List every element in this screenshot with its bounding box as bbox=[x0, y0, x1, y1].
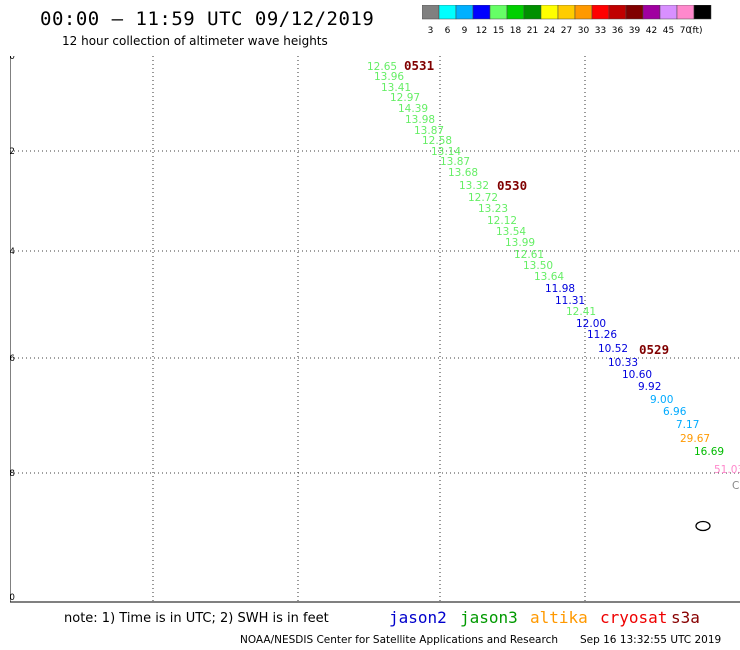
legend-swatch bbox=[523, 5, 542, 20]
legend-label: 3 bbox=[428, 26, 434, 36]
legend-unit: (ft) bbox=[689, 26, 703, 36]
legend-label: 70 bbox=[680, 26, 692, 36]
pass-time-label: 0531 bbox=[404, 58, 434, 73]
wave-height-label: C bbox=[732, 480, 739, 492]
legend-swatch bbox=[608, 5, 627, 20]
wave-height-label: 9.00 bbox=[650, 394, 673, 406]
satellite-name: altika bbox=[530, 608, 588, 627]
wave-height-label: 12.72 bbox=[468, 192, 498, 204]
legend-swatch bbox=[676, 5, 695, 20]
satellite-name: cryosat bbox=[600, 608, 668, 627]
legend-swatch bbox=[455, 5, 474, 20]
pass-time-label: 0530 bbox=[497, 178, 527, 193]
wave-height-label: 13.98 bbox=[405, 114, 435, 126]
legend-swatch bbox=[489, 5, 508, 20]
wave-height-label: 12.65 bbox=[367, 61, 397, 73]
legend-label: 12 bbox=[476, 26, 487, 36]
wave-height-label: 13.14 bbox=[431, 146, 461, 158]
island-outline bbox=[695, 520, 711, 532]
wave-height-label: 13.32 bbox=[459, 180, 489, 192]
legend-swatch bbox=[693, 5, 712, 20]
wave-height-label: 13.50 bbox=[523, 260, 553, 272]
lat-label: -64 bbox=[10, 247, 15, 257]
legend-swatch bbox=[625, 5, 644, 20]
legend-swatch bbox=[438, 5, 457, 20]
page-subtitle: 12 hour collection of altimeter wave hei… bbox=[62, 34, 328, 48]
wave-height-label: 51.03 bbox=[714, 464, 740, 476]
legend-swatch bbox=[540, 5, 559, 20]
wave-height-label: 12.58 bbox=[422, 135, 452, 147]
wave-height-label: 12.41 bbox=[566, 306, 596, 318]
legend-label: 21 bbox=[527, 26, 538, 36]
legend-swatch bbox=[422, 5, 440, 20]
wave-height-label: 13.64 bbox=[534, 271, 564, 283]
wave-height-label: 11.98 bbox=[545, 283, 575, 295]
legend-label: 9 bbox=[462, 26, 468, 36]
wave-height-label: 13.96 bbox=[374, 71, 404, 83]
wave-height-label: 10.60 bbox=[622, 369, 652, 381]
legend-swatch bbox=[472, 5, 491, 20]
satellite-name: jason3 bbox=[460, 608, 518, 627]
footer-credit: NOAA/NESDIS Center for Satellite Applica… bbox=[240, 634, 558, 646]
legend-label: 36 bbox=[612, 26, 624, 36]
wave-height-label: 13.41 bbox=[381, 82, 411, 94]
wave-height-label: 10.33 bbox=[608, 357, 638, 369]
legend-swatch bbox=[659, 5, 678, 20]
lat-label: -60 bbox=[10, 56, 15, 62]
wave-height-label: 10.52 bbox=[598, 343, 628, 355]
satellite-name: jason2 bbox=[389, 608, 447, 627]
page-title: 00:00 – 11:59 UTC 09/12/2019 bbox=[40, 8, 375, 30]
legend-label: 24 bbox=[544, 26, 556, 36]
wave-height-label: 7.17 bbox=[676, 419, 699, 431]
map-plot: -60-62-64-66-68-70-105-102-99-96-93-9012… bbox=[10, 56, 740, 603]
lat-label: -66 bbox=[10, 354, 15, 364]
legend-swatch bbox=[506, 5, 525, 20]
legend-swatch bbox=[591, 5, 610, 20]
legend-swatch bbox=[557, 5, 576, 20]
wave-height-label: 13.87 bbox=[414, 125, 444, 137]
legend-swatch bbox=[574, 5, 593, 20]
footer-timestamp: Sep 16 13:32:55 UTC 2019 bbox=[580, 634, 722, 646]
legend-label: 18 bbox=[510, 26, 522, 36]
lat-label: -68 bbox=[10, 469, 15, 479]
wave-height-label: 16.69 bbox=[694, 446, 724, 458]
wave-height-label: 11.26 bbox=[587, 329, 617, 341]
legend-label: 30 bbox=[578, 26, 590, 36]
wave-height-label: 12.12 bbox=[487, 215, 517, 227]
wave-height-label: 29.67 bbox=[680, 433, 710, 445]
wave-height-label: 6.96 bbox=[663, 406, 687, 418]
wave-height-label: 13.68 bbox=[448, 167, 478, 179]
legend-swatch bbox=[642, 5, 661, 20]
legend-label: 42 bbox=[646, 26, 657, 36]
satellite-name: s3a bbox=[671, 608, 700, 627]
footer-note: note: 1) Time is in UTC; 2) SWH is in fe… bbox=[64, 611, 329, 626]
lat-label: -70 bbox=[10, 593, 15, 603]
wave-height-label: 9.92 bbox=[638, 381, 661, 393]
wave-height-label: 12.61 bbox=[514, 249, 544, 261]
legend-label: 6 bbox=[445, 26, 451, 36]
legend-label: 39 bbox=[629, 26, 641, 36]
wave-height-label: 13.23 bbox=[478, 203, 508, 215]
wave-height-label: 12.97 bbox=[390, 92, 420, 104]
wave-height-label: 12.00 bbox=[576, 318, 606, 330]
legend-label: 15 bbox=[493, 26, 504, 36]
legend-label: 27 bbox=[561, 26, 572, 36]
legend-label: 45 bbox=[663, 26, 674, 36]
pass-time-label: 0529 bbox=[639, 342, 669, 357]
wave-height-label: 11.31 bbox=[555, 295, 585, 307]
legend-label: 33 bbox=[595, 26, 606, 36]
lat-label: -62 bbox=[10, 147, 15, 157]
wave-height-label: 13.54 bbox=[496, 226, 526, 238]
wave-height-label: 13.99 bbox=[505, 237, 535, 249]
wave-height-label: 14.39 bbox=[398, 103, 428, 115]
color-legend: 3 6 9 12 15 18 21 24 27 30 33 36 39 42 45 70(ft) bbox=[422, 5, 712, 36]
wave-height-label: 13.87 bbox=[440, 156, 470, 168]
